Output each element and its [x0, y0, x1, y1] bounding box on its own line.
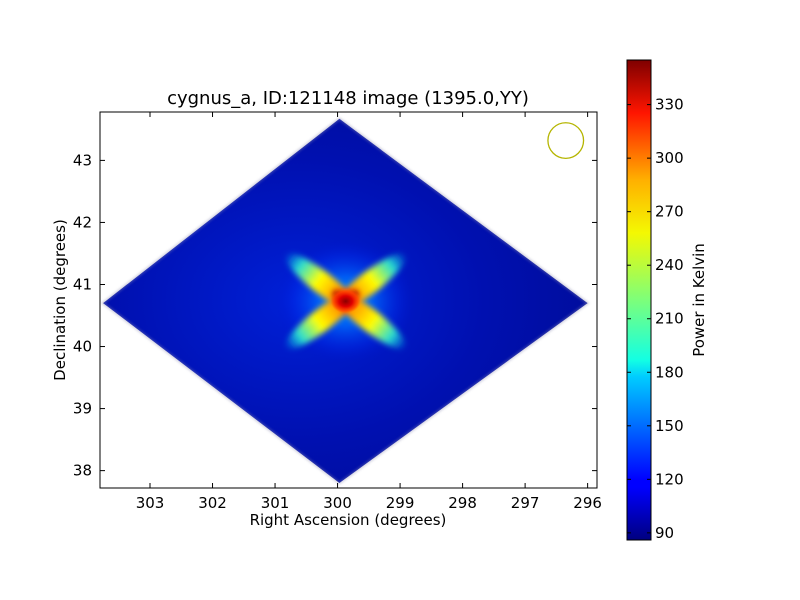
colorbar-tick-label: 240: [655, 256, 684, 274]
y-tick-label: 39: [73, 400, 92, 418]
plot-area: 303 302 301 300 299 298 297 296 38 39 40 41 42 43: [73, 111, 602, 512]
x-tick-label: 300: [323, 494, 352, 512]
y-tick-label: 43: [73, 151, 92, 169]
colorbar-tick-label: 150: [655, 417, 684, 435]
colorbar-ticks: 90 120 150 180 210 240 270 300 330: [627, 96, 684, 542]
y-tick-label: 41: [73, 275, 92, 293]
colorbar-tick-label: 330: [655, 96, 684, 114]
colorbar-tick-label: 180: [655, 363, 684, 381]
colorbar-label: Power in Kelvin: [690, 243, 708, 357]
x-tick-label: 299: [386, 494, 415, 512]
y-axis-label: Declination (degrees): [51, 219, 69, 381]
x-tick-label: 301: [261, 494, 290, 512]
x-tick-label: 298: [448, 494, 477, 512]
radio-source: [275, 239, 416, 364]
colorbar-gradient: [627, 60, 651, 540]
beam-marker: [547, 122, 585, 160]
colorbar-tick-label: 210: [655, 310, 684, 328]
y-axis-ticks: 38 39 40 41 42 43: [73, 151, 597, 480]
source-core: [330, 289, 361, 314]
x-axis-label: Right Ascension (degrees): [250, 511, 447, 529]
axes-frame: [99, 111, 598, 489]
y-tick-label: 42: [73, 213, 92, 231]
colorbar-tick-label: 300: [655, 149, 684, 167]
x-tick-label: 297: [511, 494, 540, 512]
y-tick-label: 38: [73, 462, 92, 480]
x-tick-label: 303: [136, 494, 165, 512]
colorbar: 90 120 150 180 210 240 270 300 330 Power in Kelv…: [626, 59, 708, 542]
x-tick-label: 296: [573, 494, 602, 512]
x-tick-label: 302: [198, 494, 227, 512]
colorbar-tick-label: 120: [655, 470, 684, 488]
y-tick-label: 40: [73, 338, 92, 356]
colorbar-frame: [626, 59, 652, 541]
chart-title: cygnus_a, ID:121148 image (1395.0,YY): [167, 88, 529, 109]
colorbar-tick-label: 90: [655, 524, 674, 542]
footprint-edge: [101, 117, 590, 485]
x-axis-ticks: 303 302 301 300 299 298 297 296: [136, 112, 602, 512]
colorbar-tick-label: 270: [655, 203, 684, 221]
